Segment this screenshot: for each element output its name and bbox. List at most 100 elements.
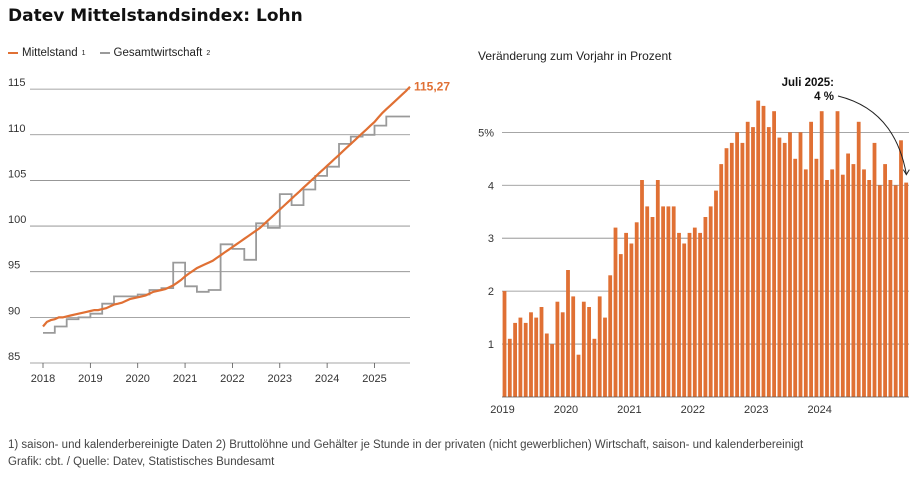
bar (576, 354, 581, 397)
bar (825, 180, 829, 397)
bar-y-tick-label: 3 (488, 233, 494, 245)
bar (877, 185, 882, 397)
bar (904, 182, 909, 397)
bar (899, 140, 903, 398)
bar (518, 317, 523, 397)
bar (719, 164, 724, 397)
bar (671, 206, 676, 397)
line-y-tick-label: 110 (8, 123, 26, 135)
bar (714, 190, 718, 397)
bar (698, 232, 702, 397)
bar (835, 111, 840, 397)
bar (655, 180, 660, 397)
bar (682, 243, 687, 397)
bar (893, 185, 898, 397)
bar (830, 169, 835, 397)
bar-x-tick-label: 2020 (554, 404, 578, 416)
line-y-tick-label: 105 (8, 168, 26, 180)
bar (703, 217, 708, 397)
bar (867, 180, 872, 397)
footnote-source: Grafik: cbt. / Quelle: Datev, Statistisc… (8, 456, 275, 468)
bar (846, 153, 850, 397)
bar-x-tick-label: 2022 (681, 404, 705, 416)
legend-swatch-gesamtwirtschaft (99, 52, 110, 54)
bar (772, 111, 776, 397)
end-value-label: 115,27 (414, 80, 450, 94)
footnote: 1) saison- und kalenderbereinigte Daten … (8, 437, 803, 471)
bar (502, 291, 507, 397)
bar (756, 100, 761, 397)
bar (856, 121, 861, 398)
bar (809, 121, 813, 398)
bar (872, 142, 877, 397)
bar (507, 338, 512, 397)
bar (587, 307, 591, 397)
legend-swatch-mittelstand (8, 52, 18, 54)
bar (597, 296, 602, 397)
bar (666, 206, 671, 397)
bar (798, 132, 803, 398)
annotation-line-2: 4 % (814, 91, 834, 103)
legend-sup-mittelstand: 1 (81, 49, 86, 57)
bar (634, 222, 639, 397)
bar (534, 317, 539, 397)
bar-y-tick-label: 2 (488, 286, 494, 298)
bar (618, 254, 623, 397)
bar (650, 217, 655, 397)
bar (708, 206, 713, 397)
bar (661, 206, 665, 397)
bar (571, 296, 576, 397)
bar (729, 142, 734, 397)
line-y-tick-label: 90 (8, 305, 20, 317)
bar (603, 317, 607, 397)
bar (608, 275, 613, 397)
bar (687, 232, 692, 397)
line-x-tick-label: 2022 (220, 373, 244, 385)
bar (624, 232, 628, 397)
bar (529, 312, 533, 397)
legend-item-gesamtwirtschaft: Gesamtwirtschaft 2 (99, 47, 211, 59)
bar-x-tick-label: 2024 (807, 404, 831, 416)
bar-x-tick-label: 2021 (617, 404, 641, 416)
bar (560, 312, 565, 397)
bar (645, 206, 650, 397)
legend-sup-gesamtwirtschaft: 2 (206, 49, 211, 57)
annotation-arrowhead (902, 169, 910, 176)
series-line-mittelstand (42, 85, 411, 328)
bar (735, 132, 739, 398)
bar (513, 322, 517, 397)
line-x-tick-label: 2021 (173, 373, 197, 385)
bar-y-tick-label: 1 (488, 339, 494, 351)
bar (550, 344, 554, 397)
bar-x-tick-label: 2019 (490, 404, 514, 416)
bar (782, 142, 787, 397)
line-x-tick-label: 2018 (31, 373, 55, 385)
legend-label-mittelstand: Mittelstand (22, 47, 78, 59)
bar (539, 307, 544, 397)
line-y-tick-label: 95 (8, 260, 20, 272)
bar (692, 227, 697, 397)
bar (751, 127, 755, 397)
bar-x-tick-label: 2023 (744, 404, 768, 416)
bar (766, 127, 771, 397)
bar (740, 142, 745, 397)
line-y-tick-label: 100 (8, 214, 26, 226)
legend: Mittelstand 1 Gesamtwirtschaft 2 (8, 47, 210, 59)
line-x-tick-label: 2019 (78, 373, 102, 385)
bar-y-tick-label: 4 (488, 180, 494, 192)
line-x-tick-label: 2024 (315, 373, 339, 385)
line-y-tick-label: 85 (8, 351, 20, 363)
line-y-tick-label: 115 (8, 77, 26, 89)
bar (761, 105, 766, 398)
bar (745, 121, 750, 398)
bar (883, 164, 887, 397)
annotation-line-1: Juli 2025: (782, 77, 834, 89)
bar (793, 158, 798, 397)
bar (724, 148, 729, 397)
line-x-tick-label: 2020 (125, 373, 149, 385)
annotation-arrow (837, 95, 907, 175)
bar (592, 338, 597, 397)
bar (629, 243, 634, 397)
bar (555, 301, 560, 397)
